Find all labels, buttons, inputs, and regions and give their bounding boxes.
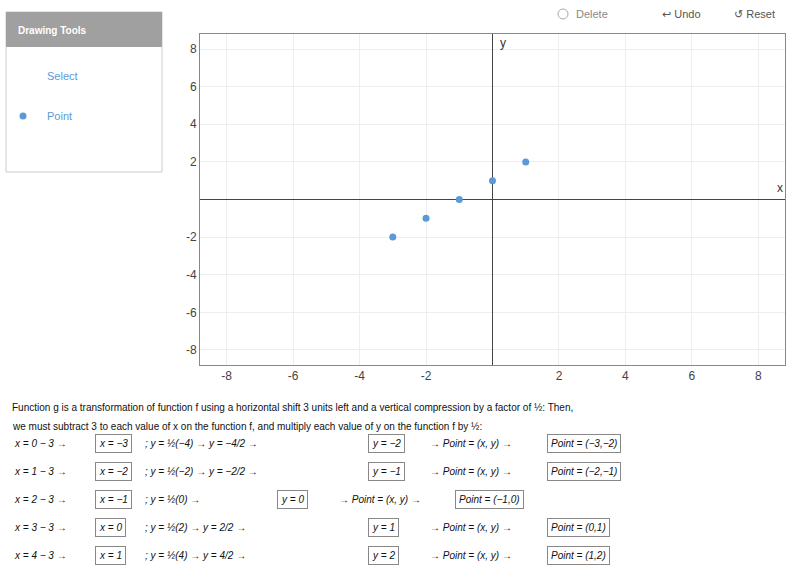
svg-text:-2: -2 [421, 369, 432, 383]
svg-text:→ Point = (x, y) →: → Point = (x, y) → [430, 466, 512, 477]
svg-text:x = −1: x = −1 [99, 494, 128, 505]
svg-text:x = 1: x = 1 [99, 550, 122, 561]
svg-text:x = 0 − 3 →: x = 0 − 3 → [14, 438, 67, 449]
svg-text:-6: -6 [186, 306, 197, 320]
svg-text:Point: Point [47, 110, 72, 122]
svg-text:Delete: Delete [576, 8, 608, 20]
svg-text:8: 8 [755, 369, 762, 383]
svg-text:x = 4 − 3 →: x = 4 − 3 → [14, 550, 67, 561]
svg-text:; y = ½(2) → y = 2/2 →: ; y = ½(2) → y = 2/2 → [145, 522, 246, 533]
svg-text:y = −1: y = −1 [372, 466, 401, 477]
svg-text:; y = ½(0) →: ; y = ½(0) → [145, 494, 200, 505]
svg-text:x = 0: x = 0 [99, 522, 122, 533]
svg-text:-2: -2 [186, 230, 197, 244]
svg-text:x = 1 − 3 →: x = 1 − 3 → [14, 466, 67, 477]
svg-text:; y = ½(4) → y = 4/2 →: ; y = ½(4) → y = 4/2 → [145, 550, 246, 561]
svg-text:↩ Undo: ↩ Undo [662, 8, 701, 20]
svg-text:we must subtract 3 to each val: we must subtract 3 to each value of x on… [12, 421, 482, 432]
svg-text:2: 2 [556, 369, 563, 383]
svg-text:→ Point = (x, y) →: → Point = (x, y) → [430, 550, 512, 561]
svg-text:Point = (1,2): Point = (1,2) [551, 550, 606, 561]
svg-text:; y = ½(−4) → y = −4/2 →: ; y = ½(−4) → y = −4/2 → [145, 438, 258, 449]
svg-text:-8: -8 [221, 369, 232, 383]
svg-text:y = 2: y = 2 [372, 550, 395, 561]
svg-text:→ Point = (x, y) →: → Point = (x, y) → [430, 522, 512, 533]
svg-text:Point = (−2,−1): Point = (−2,−1) [551, 466, 617, 477]
svg-text:y = 0: y = 0 [281, 494, 304, 505]
svg-text:Point = (−3,−2): Point = (−3,−2) [551, 438, 617, 449]
svg-text:2: 2 [190, 155, 197, 169]
svg-text:x = −2: x = −2 [99, 466, 128, 477]
svg-text:y: y [500, 36, 506, 50]
svg-text:Point = (0,1): Point = (0,1) [551, 522, 606, 533]
svg-text:y = −2: y = −2 [372, 438, 401, 449]
svg-text:4: 4 [190, 117, 197, 131]
svg-text:Function g is a transformation: Function g is a transformation of functi… [12, 402, 573, 413]
svg-text:x = 2 − 3 →: x = 2 − 3 → [14, 494, 67, 505]
svg-text:6: 6 [689, 369, 696, 383]
svg-text:Select: Select [47, 70, 78, 82]
svg-text:y = 1: y = 1 [372, 522, 395, 533]
svg-text:→ Point = (x, y) →: → Point = (x, y) → [430, 438, 512, 449]
svg-text:Drawing Tools: Drawing Tools [18, 25, 87, 36]
svg-text:8: 8 [190, 42, 197, 56]
svg-text:x: x [777, 181, 783, 195]
svg-text:-8: -8 [186, 343, 197, 357]
svg-text:-4: -4 [186, 268, 197, 282]
svg-text:; y = ½(−2) → y = −2/2 →: ; y = ½(−2) → y = −2/2 → [145, 466, 258, 477]
svg-text:Point = (−1,0): Point = (−1,0) [459, 494, 520, 505]
svg-text:4: 4 [622, 369, 629, 383]
svg-text:-6: -6 [288, 369, 299, 383]
svg-text:x = −3: x = −3 [99, 438, 128, 449]
svg-text:↺ Reset: ↺ Reset [734, 8, 775, 20]
svg-text:-4: -4 [354, 369, 365, 383]
svg-text:→ Point = (x, y) →: → Point = (x, y) → [339, 494, 421, 505]
svg-text:x = 3 − 3 →: x = 3 − 3 → [14, 522, 67, 533]
svg-text:6: 6 [190, 80, 197, 94]
